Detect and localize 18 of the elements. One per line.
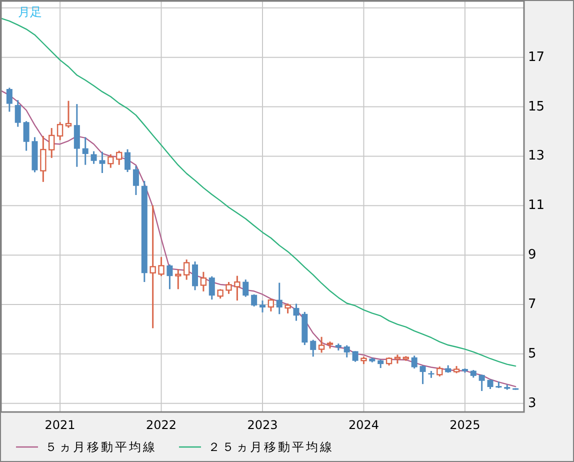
x-tick-label: 2022 — [146, 418, 177, 432]
legend-label: ２５ヵ月移動平均線 — [208, 440, 334, 454]
y-tick-label: 15 — [528, 99, 545, 114]
y-tick-label: 17 — [528, 50, 545, 65]
y-tick-label: 13 — [528, 148, 545, 164]
x-tick-label: 2023 — [247, 418, 278, 432]
x-tick-label: 2025 — [450, 418, 480, 432]
legend-item: ２５ヵ月移動平均線 — [179, 440, 334, 454]
legend-label: ５ヵ月移動平均線 — [45, 440, 157, 454]
legend-item: ５ヵ月移動平均線 — [16, 440, 157, 454]
x-tick-label: 2024 — [348, 418, 379, 432]
x-tick-label: 2021 — [44, 418, 76, 432]
y-tick-label: 5 — [528, 346, 536, 362]
y-tick-label: 7 — [528, 296, 536, 312]
y-tick-label: 3 — [528, 396, 536, 411]
y-tick-label: 9 — [528, 248, 536, 263]
y-tick-label: 11 — [528, 198, 545, 214]
chart-title: 月足 — [18, 5, 42, 19]
